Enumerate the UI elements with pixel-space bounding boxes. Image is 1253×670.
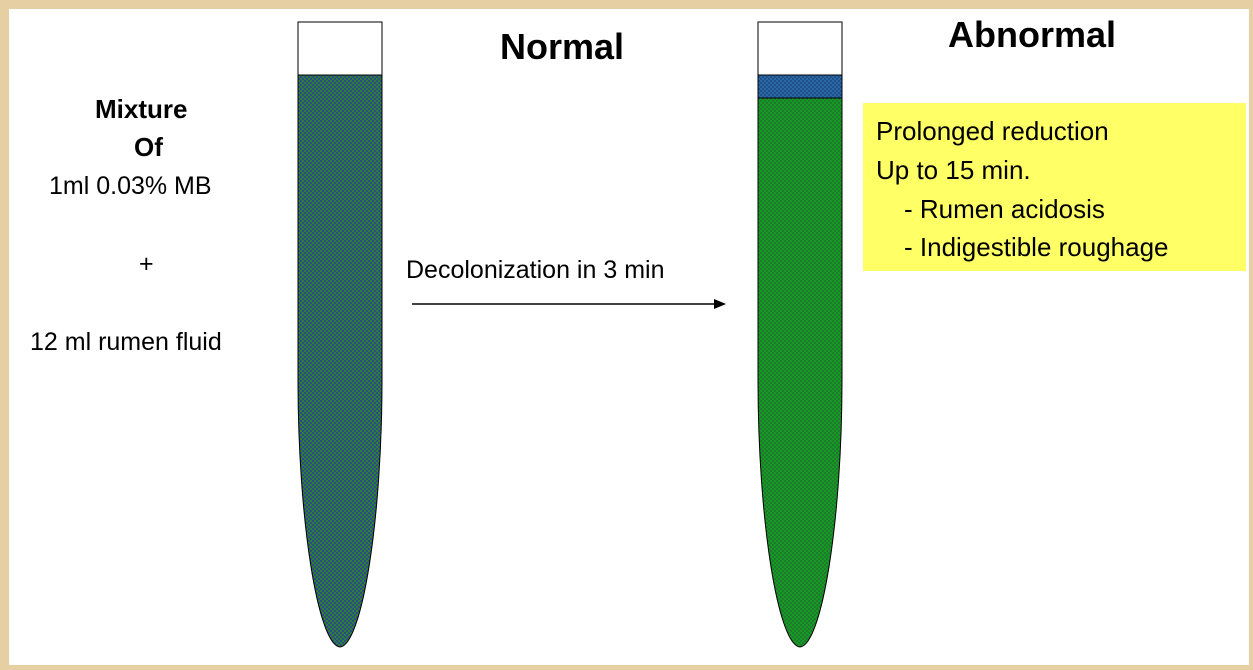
mixture-heading-of: Of [134,132,163,162]
normal-tube-empty-top [297,21,383,76]
note-bullet-roughage: - Indigestible roughage [904,232,1169,262]
mixture-plus: + [139,250,154,278]
abnormal-note-box: Prolonged reduction Up to 15 min. - Rume… [863,103,1246,271]
arrow-label: Decolonization in 3 min [406,256,665,284]
mixture-rumen-amount: 12 ml rumen fluid [30,328,222,356]
mixture-heading: Mixture [95,94,188,124]
abnormal-tube-blue-layer [757,74,843,99]
note-line-prolonged: Prolonged reduction [876,116,1109,146]
abnormal-title: Abnormal [948,14,1117,55]
normal-title: Normal [500,26,625,67]
note-line-duration: Up to 15 min. [876,155,1031,185]
abnormal-test-tube [757,21,843,648]
decolonization-arrow [412,299,726,309]
normal-test-tube [297,21,383,648]
abnormal-tube-empty-top [757,21,843,76]
abnormal-tube-fluid [757,97,843,648]
mixture-mb-amount: 1ml 0.03% MB [49,172,212,200]
normal-tube-fluid [297,74,383,648]
note-bullet-acidosis: - Rumen acidosis [904,194,1105,224]
